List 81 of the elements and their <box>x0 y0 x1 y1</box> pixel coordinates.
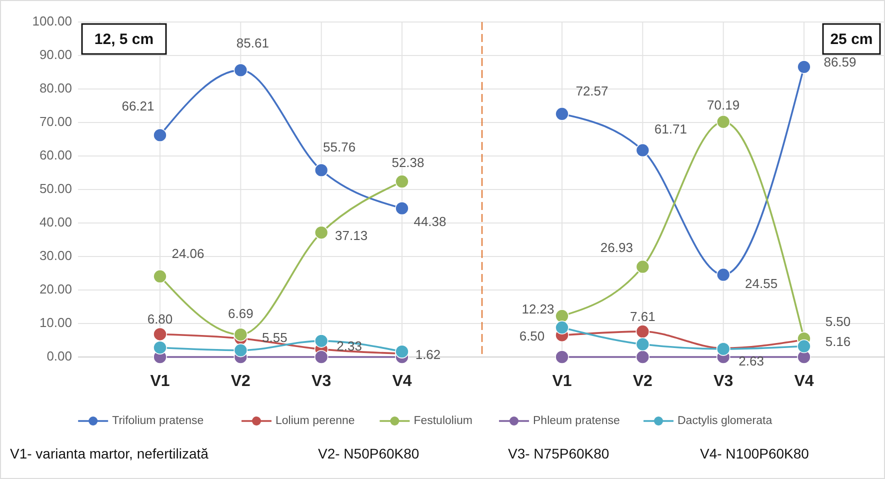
data-label: 6.80 <box>147 312 173 327</box>
point <box>797 60 811 74</box>
data-label: 7.61 <box>630 308 656 324</box>
data-label: 2.33 <box>336 338 362 354</box>
data-label: 6.50 <box>519 328 545 344</box>
x-tick-label: V1 <box>552 373 572 390</box>
data-label: 1.62 <box>415 347 441 362</box>
point <box>395 344 409 358</box>
point <box>636 143 650 158</box>
point <box>234 328 248 342</box>
text: 12, 5 cm <box>94 30 154 48</box>
point <box>153 327 167 342</box>
point <box>314 334 328 348</box>
data-label: 6.69 <box>228 306 254 322</box>
legend-label: Trifolium pratense <box>112 415 204 428</box>
point <box>314 350 328 364</box>
y-tick-label: 20.00 <box>39 281 72 296</box>
x-tick-label: V4 <box>794 373 814 390</box>
x-tick-label: V4 <box>392 373 412 390</box>
point <box>153 270 167 284</box>
data-label: 24.06 <box>172 246 204 261</box>
text: 25 cm <box>830 30 873 48</box>
data-label: 2.63 <box>738 354 764 369</box>
point <box>555 350 569 364</box>
point <box>716 268 730 282</box>
point <box>314 226 328 240</box>
point <box>395 201 409 216</box>
y-tick-label: 50.00 <box>39 180 72 196</box>
point <box>716 114 730 129</box>
data-label: 85.61 <box>236 36 269 51</box>
point <box>153 128 167 142</box>
point <box>153 340 167 355</box>
point <box>636 260 650 274</box>
point <box>555 106 569 121</box>
legend-label: Dactylis glomerata <box>678 415 773 428</box>
text: V2- N50P60K80 <box>318 446 420 462</box>
data-label: 61.71 <box>654 122 687 137</box>
data-label: 44.38 <box>414 214 446 229</box>
data-label: 12.23 <box>522 301 554 316</box>
x-tick-label: V3 <box>714 373 734 390</box>
y-tick-label: 80.00 <box>39 80 72 96</box>
point <box>234 63 248 78</box>
point <box>555 309 569 323</box>
data-label: 26.93 <box>600 240 633 256</box>
x-tick-label: V1 <box>150 373 170 390</box>
legend-label: Lolium perenne <box>276 415 355 428</box>
data-label: 5.55 <box>262 330 288 345</box>
text: V4- N100P60K80 <box>700 446 810 462</box>
y-tick-label: 40.00 <box>39 214 72 230</box>
data-label: 5.50 <box>825 314 851 330</box>
data-label: 66.21 <box>122 98 154 114</box>
point <box>797 339 811 354</box>
x-tick-label: V3 <box>312 373 332 390</box>
data-label: 52.38 <box>392 154 424 170</box>
data-label: 70.19 <box>707 97 740 112</box>
data-label: 5.16 <box>825 334 851 350</box>
text: V3- N75P60K80 <box>508 446 610 462</box>
y-tick-label: 30.00 <box>39 248 72 263</box>
y-tick-label: 70.00 <box>39 114 72 129</box>
data-label: 37.13 <box>335 228 368 244</box>
point <box>234 343 248 358</box>
point <box>636 337 650 352</box>
y-tick-label: 90.00 <box>39 46 72 62</box>
x-tick-label: V2 <box>230 373 251 390</box>
point <box>395 174 409 188</box>
point <box>636 350 650 364</box>
x-tick-label: V2 <box>632 373 653 390</box>
data-label: 72.57 <box>576 83 608 98</box>
data-label: 86.59 <box>824 54 856 70</box>
point <box>636 324 650 338</box>
data-label: 24.55 <box>745 276 778 292</box>
y-tick-label: 10.00 <box>39 314 72 330</box>
y-tick-label: 60.00 <box>39 147 72 162</box>
text: V1- varianta martor, nefertilizată <box>10 446 209 462</box>
point <box>314 163 328 178</box>
data-label: 55.76 <box>323 140 356 155</box>
point <box>555 320 569 334</box>
y-tick-label: 100.00 <box>32 13 72 28</box>
legend-label: Phleum pratense <box>533 415 620 428</box>
legend-label: Festulolium <box>414 415 473 428</box>
y-tick-label: 0.00 <box>46 348 72 364</box>
